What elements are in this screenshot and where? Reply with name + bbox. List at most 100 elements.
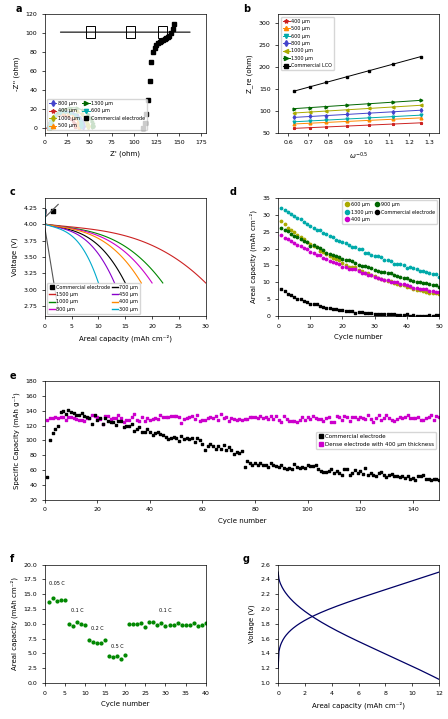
Point bbox=[406, 473, 414, 485]
Point bbox=[352, 242, 359, 253]
Point bbox=[297, 232, 304, 243]
Point bbox=[316, 225, 323, 237]
Point bbox=[280, 462, 288, 474]
Bar bbox=[158, 26, 167, 38]
Point bbox=[412, 412, 419, 423]
Point bbox=[323, 302, 330, 313]
Point bbox=[339, 257, 346, 269]
Legend: 400 μm, 500 μm, 600 μm, 800 μm, 1000 μm, 1300 μm, Commercial LCO: 400 μm, 500 μm, 600 μm, 800 μm, 1000 μm,… bbox=[280, 17, 334, 70]
Point bbox=[233, 446, 240, 458]
Point bbox=[249, 411, 256, 423]
Point bbox=[283, 463, 290, 475]
Point bbox=[435, 281, 443, 293]
Point bbox=[358, 306, 366, 318]
Text: b: b bbox=[243, 4, 250, 14]
Point bbox=[386, 470, 393, 481]
Point bbox=[313, 298, 320, 310]
Point bbox=[284, 207, 291, 219]
Point bbox=[381, 308, 388, 320]
Point bbox=[230, 413, 237, 424]
Point bbox=[125, 420, 133, 431]
Point bbox=[297, 234, 304, 245]
Point bbox=[138, 411, 146, 423]
Point bbox=[288, 209, 295, 220]
Point bbox=[327, 463, 335, 475]
Point bbox=[96, 413, 103, 424]
Point bbox=[265, 462, 272, 473]
Point bbox=[78, 408, 85, 419]
Point bbox=[215, 440, 222, 452]
Point bbox=[134, 618, 141, 630]
Text: 0.5 C: 0.5 C bbox=[111, 644, 124, 649]
Point bbox=[358, 244, 366, 255]
Point bbox=[278, 215, 285, 226]
Point bbox=[284, 234, 291, 245]
Point bbox=[275, 414, 282, 426]
Point bbox=[396, 411, 403, 423]
Point bbox=[157, 429, 164, 440]
Point bbox=[378, 273, 385, 285]
Point bbox=[168, 410, 175, 421]
Point bbox=[375, 266, 382, 278]
Point bbox=[310, 247, 317, 259]
Point bbox=[112, 419, 119, 431]
Point bbox=[90, 636, 97, 647]
Point bbox=[416, 283, 423, 295]
Point bbox=[333, 411, 340, 422]
Point bbox=[429, 280, 436, 291]
Point bbox=[178, 418, 185, 429]
Point bbox=[270, 459, 277, 470]
Point bbox=[49, 205, 56, 216]
Point bbox=[338, 414, 345, 426]
Point bbox=[383, 409, 390, 421]
Point bbox=[181, 434, 188, 445]
Point bbox=[291, 226, 298, 238]
Point bbox=[365, 247, 372, 259]
Point bbox=[330, 416, 337, 427]
Legend: 600 μm, 1300 μm, 400 μm, 900 μm, Commercial electrode: 600 μm, 1300 μm, 400 μm, 900 μm, Commerc… bbox=[343, 201, 437, 224]
Point bbox=[365, 410, 372, 421]
Point bbox=[178, 619, 185, 631]
Point bbox=[394, 270, 401, 282]
Point bbox=[310, 239, 317, 251]
Point bbox=[191, 413, 198, 424]
Point bbox=[429, 287, 436, 298]
Point bbox=[412, 474, 419, 485]
Point bbox=[371, 250, 378, 262]
Point bbox=[207, 411, 214, 423]
Text: f: f bbox=[9, 554, 13, 564]
Point bbox=[141, 426, 148, 438]
Point bbox=[236, 447, 243, 459]
Point bbox=[345, 261, 353, 273]
Point bbox=[349, 306, 356, 317]
Point bbox=[332, 250, 340, 262]
Point bbox=[378, 308, 385, 319]
Point bbox=[413, 284, 420, 296]
Point bbox=[422, 283, 430, 295]
Point bbox=[349, 241, 356, 252]
Point bbox=[254, 413, 261, 424]
Point bbox=[338, 469, 345, 480]
Point bbox=[102, 411, 109, 422]
Point bbox=[403, 281, 410, 293]
X-axis label: Cycle number: Cycle number bbox=[334, 334, 383, 340]
Point bbox=[297, 293, 304, 305]
Point bbox=[114, 650, 121, 661]
Point bbox=[406, 261, 414, 273]
Point bbox=[73, 410, 80, 421]
Point bbox=[99, 418, 106, 430]
Point bbox=[320, 416, 327, 427]
Point bbox=[355, 259, 362, 270]
Y-axis label: Z_re (ohm): Z_re (ohm) bbox=[246, 54, 253, 93]
Point bbox=[165, 412, 172, 423]
Point bbox=[378, 252, 385, 263]
Point bbox=[106, 650, 113, 661]
Point bbox=[186, 434, 193, 445]
Point bbox=[299, 462, 306, 473]
Point bbox=[429, 285, 436, 297]
Point bbox=[196, 434, 203, 446]
Point bbox=[414, 412, 422, 423]
Point bbox=[372, 413, 379, 424]
Point bbox=[358, 260, 366, 271]
Point bbox=[262, 459, 269, 471]
